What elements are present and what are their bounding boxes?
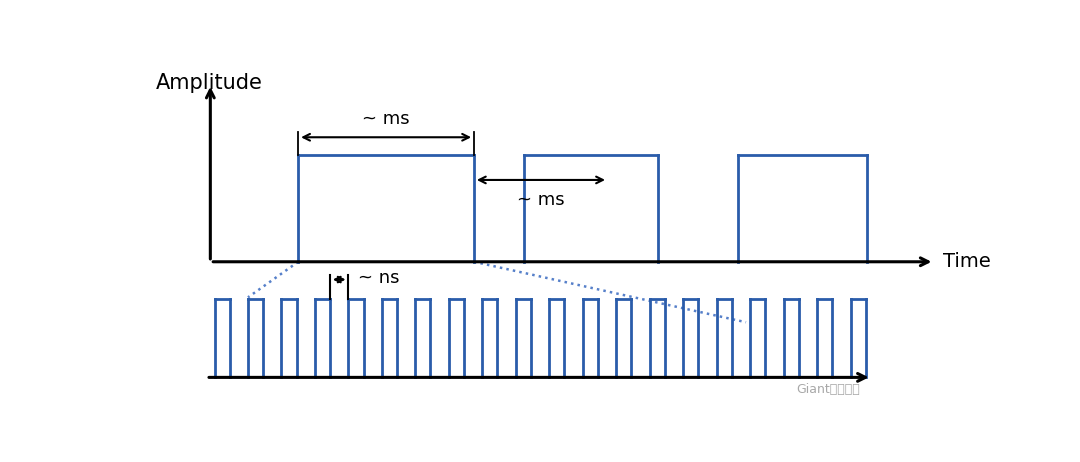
Text: ~ ms: ~ ms bbox=[362, 110, 410, 128]
Text: ~ ns: ~ ns bbox=[359, 269, 400, 287]
Text: Giant精思光学: Giant精思光学 bbox=[796, 383, 860, 396]
Text: Time: Time bbox=[943, 252, 990, 271]
Text: ~ ms: ~ ms bbox=[517, 191, 565, 209]
Text: Amplitude: Amplitude bbox=[156, 73, 262, 93]
